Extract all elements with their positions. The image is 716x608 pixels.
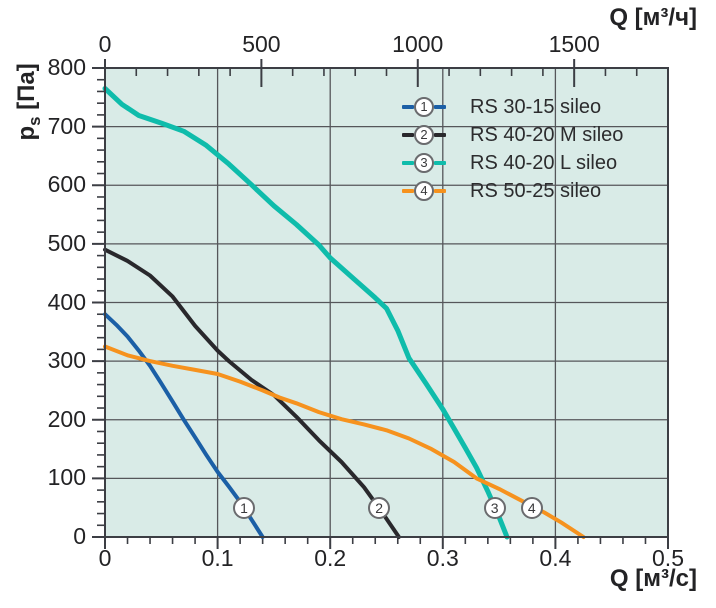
legend-line-left bbox=[402, 105, 414, 109]
tick-label: 1500 bbox=[548, 31, 600, 57]
legend-item-rs-30-15: 1 RS 30-15 sileo bbox=[402, 94, 646, 120]
legend-line-left bbox=[402, 161, 414, 165]
legend-label: RS 50-25 sileo bbox=[470, 179, 602, 202]
tick-label: 0 bbox=[98, 545, 112, 571]
tick-label: 0.4 bbox=[539, 545, 572, 571]
top-axis-title: Q [м³/ч] bbox=[609, 4, 697, 31]
curve-marker-2: 2 bbox=[368, 497, 391, 520]
curve-marker-1: 1 bbox=[233, 497, 256, 520]
tick-label: 500 bbox=[47, 229, 86, 256]
curve-RS 30-15 sileo bbox=[103, 312, 265, 539]
tick-label: 200 bbox=[47, 405, 86, 432]
legend-line-right bbox=[434, 161, 446, 165]
curve-marker-3: 3 bbox=[483, 497, 506, 520]
legend-label: RS 30-15 sileo bbox=[470, 95, 602, 118]
tick-label: 0.5 bbox=[652, 545, 684, 571]
curve-RS 50-25 sileo bbox=[103, 344, 586, 539]
legend-number-badge: 4 bbox=[414, 181, 434, 201]
tick-label: 300 bbox=[47, 347, 86, 374]
legend-label: RS 40-20 M sileo bbox=[470, 123, 624, 146]
legend-number-badge: 2 bbox=[414, 125, 434, 145]
tick-label: 800 bbox=[47, 54, 86, 80]
tick-label: 0 bbox=[98, 31, 112, 57]
tick-label: 0.2 bbox=[314, 545, 347, 571]
legend-number-badge: 3 bbox=[414, 153, 434, 173]
legend-item-rs-50-25: 4 RS 50-25 sileo bbox=[402, 178, 646, 204]
plot-border bbox=[104, 67, 669, 538]
curve-RS 40-20 L sileo bbox=[102, 86, 510, 540]
tick-label: 0 bbox=[73, 523, 86, 549]
legend-item-rs-40-20-m: 2 RS 40-20 M sileo bbox=[402, 122, 646, 148]
legend-line-left bbox=[402, 133, 414, 137]
legend-number-badge: 1 bbox=[414, 97, 434, 117]
tick-label: 1000 bbox=[392, 31, 444, 57]
legend-line-right bbox=[434, 105, 446, 109]
tick-label: 0.1 bbox=[201, 545, 234, 571]
legend-label: RS 40-20 L sileo bbox=[470, 151, 618, 174]
legend-item-rs-40-20-l: 3 RS 40-20 L sileo bbox=[402, 150, 646, 176]
legend-line-right bbox=[434, 133, 446, 137]
legend: 1 RS 30-15 sileo 2 RS 40-20 M sileo 3 RS… bbox=[402, 93, 646, 205]
curve-RS 40-20 M sileo bbox=[103, 247, 401, 539]
tick-label: 700 bbox=[47, 112, 86, 139]
legend-line-right bbox=[434, 189, 446, 193]
bottom-axis-title: Q [м³/с] bbox=[609, 565, 697, 592]
legend-line-left bbox=[402, 189, 414, 193]
tick-label: 500 bbox=[242, 31, 281, 57]
tick-label: 400 bbox=[47, 288, 86, 315]
tick-label: 600 bbox=[47, 171, 86, 198]
curve-marker-4: 4 bbox=[520, 497, 543, 520]
tick-label: 0.3 bbox=[426, 545, 459, 571]
tick-label: 100 bbox=[47, 464, 86, 491]
